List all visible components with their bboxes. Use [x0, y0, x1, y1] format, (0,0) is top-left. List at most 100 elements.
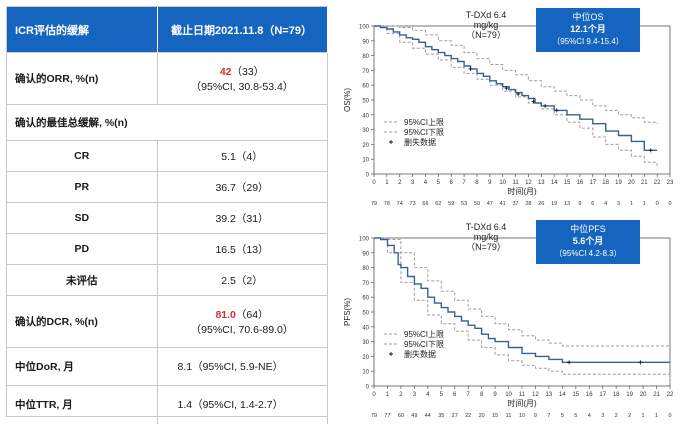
dor-label: 中位DoR, 月: [7, 347, 158, 386]
x-tick-label: 3: [411, 180, 415, 186]
x-axis-label: 时间(月): [507, 398, 537, 408]
y-axis-label: OS(%): [343, 88, 352, 112]
orr-value: 42: [219, 65, 232, 78]
y-axis-label: PFS(%): [343, 298, 352, 326]
dor-row: 中位DoR, 月 8.1（95%CI, 5.9-NE）: [7, 347, 328, 386]
x-tick-label: 4: [424, 180, 428, 186]
y-tick-label: 20: [362, 143, 369, 149]
chart-title-line: （N=79）: [466, 30, 506, 40]
x-tick-label: 19: [615, 180, 622, 186]
survival-curve: [374, 237, 670, 363]
response-table: ICR评估的缓解 截止日期2021.11.8（N=79） 确认的ORR, %(n…: [7, 7, 328, 424]
y-tick-label: 60: [362, 296, 369, 302]
table-row: PR 36.7（29）: [7, 171, 328, 203]
x-tick-label: 12: [525, 180, 532, 186]
ttr-row: 中位TTR, 月 1.4（95%CI, 1.4-2.7）: [7, 385, 328, 424]
x-tick-label: 6: [450, 180, 454, 186]
x-tick-label: 17: [599, 392, 606, 398]
at-risk-count: 6: [591, 201, 594, 207]
at-risk-count: 79: [371, 413, 377, 419]
y-tick-label: 20: [362, 355, 369, 361]
x-tick-label: 8: [480, 392, 484, 398]
orr-ci: （95%CI, 30.8-53.4）: [190, 80, 294, 93]
at-risk-count: 9: [578, 201, 581, 207]
at-risk-count: 19: [551, 201, 557, 207]
y-tick-label: 60: [362, 84, 369, 90]
at-risk-count: 0: [668, 413, 671, 419]
x-tick-label: 18: [602, 180, 609, 186]
at-risk-count: 22: [465, 413, 471, 419]
dcr-row: 确认的DCR, %(n) 81.0（64） （95%CI, 70.6-89.0）: [7, 295, 328, 348]
at-risk-count: 35: [438, 413, 444, 419]
x-tick-label: 7: [462, 180, 466, 186]
at-risk-count: 1: [642, 413, 645, 419]
dcr-label: 确认的DCR, %(n): [7, 295, 158, 348]
orr-label: 确认的ORR, %(n): [7, 52, 158, 105]
at-risk-count: 37: [513, 201, 519, 207]
x-tick-label: 0: [372, 180, 376, 186]
y-tick-label: 70: [362, 69, 369, 75]
y-tick-label: 40: [362, 325, 369, 331]
censor-mark: [554, 108, 559, 113]
censor-mark: [567, 360, 572, 365]
median-box-title: 中位PFS: [570, 223, 606, 234]
dcr-value-cell: 81.0（64） （95%CI, 70.6-89.0）: [157, 295, 328, 348]
y-tick-label: 70: [362, 281, 369, 287]
y-tick-label: 100: [359, 25, 370, 31]
censor-mark: [543, 103, 548, 108]
median-box: [536, 220, 640, 264]
x-tick-label: 11: [519, 392, 526, 398]
y-tick-label: 40: [362, 113, 369, 119]
at-risk-count: 27: [452, 413, 458, 419]
at-risk-count: 11: [506, 413, 512, 419]
at-risk-count: 1: [630, 201, 633, 207]
orr-value-cell: 42（33） （95%CI, 30.8-53.4）: [157, 52, 328, 105]
x-tick-label: 22: [654, 180, 661, 186]
legend-label: 删失数据: [404, 349, 436, 359]
row-label: PD: [7, 233, 158, 265]
table-row: SD 39.2（31）: [7, 202, 328, 234]
survival-curve: [374, 25, 658, 151]
x-tick-label: 14: [551, 180, 558, 186]
y-tick-label: 0: [366, 385, 370, 391]
x-tick-label: 10: [505, 392, 512, 398]
x-tick-label: 11: [512, 180, 519, 186]
at-risk-count: 15: [492, 413, 498, 419]
at-risk-count: 4: [588, 413, 591, 419]
legend-censor-mark: [389, 352, 393, 356]
legend-label: 删失数据: [404, 137, 436, 147]
ttr-label: 中位TTR, 月: [7, 385, 158, 424]
row-value: 2.5（2）: [157, 264, 328, 296]
censor-mark: [468, 66, 473, 71]
legend-censor-mark: [389, 140, 393, 144]
censor-mark: [531, 99, 536, 104]
at-risk-count: 62: [435, 201, 441, 207]
x-tick-label: 21: [653, 392, 660, 398]
row-label: CR: [7, 140, 158, 172]
at-risk-count: 60: [398, 413, 404, 419]
at-risk-count: 74: [397, 201, 403, 207]
x-tick-label: 15: [572, 392, 579, 398]
at-risk-count: 28: [525, 201, 531, 207]
row-label: 未评估: [7, 264, 158, 296]
x-tick-label: 17: [589, 180, 596, 186]
table-row: 未评估 2.5（2）: [7, 264, 328, 296]
row-label: PR: [7, 171, 158, 203]
row-value: 39.2（31）: [157, 202, 328, 234]
table-row: CR 5.1（4）: [7, 140, 328, 172]
at-risk-count: 49: [411, 413, 417, 419]
y-tick-label: 10: [362, 370, 369, 376]
at-risk-count: 79: [371, 201, 377, 207]
at-risk-count: 50: [474, 201, 480, 207]
x-tick-label: 2: [398, 180, 402, 186]
x-tick-label: 6: [453, 392, 457, 398]
y-tick-label: 50: [362, 99, 369, 105]
x-tick-label: 18: [613, 392, 620, 398]
table-header-row: ICR评估的缓解 截止日期2021.11.8（N=79）: [7, 7, 328, 53]
median-box-value: 5.6个月: [573, 235, 604, 246]
x-tick-label: 4: [426, 392, 430, 398]
table-row: PD 16.5（13）: [7, 233, 328, 265]
x-tick-label: 23: [667, 180, 674, 186]
orr-row: 确认的ORR, %(n) 42（33） （95%CI, 30.8-53.4）: [7, 52, 328, 105]
